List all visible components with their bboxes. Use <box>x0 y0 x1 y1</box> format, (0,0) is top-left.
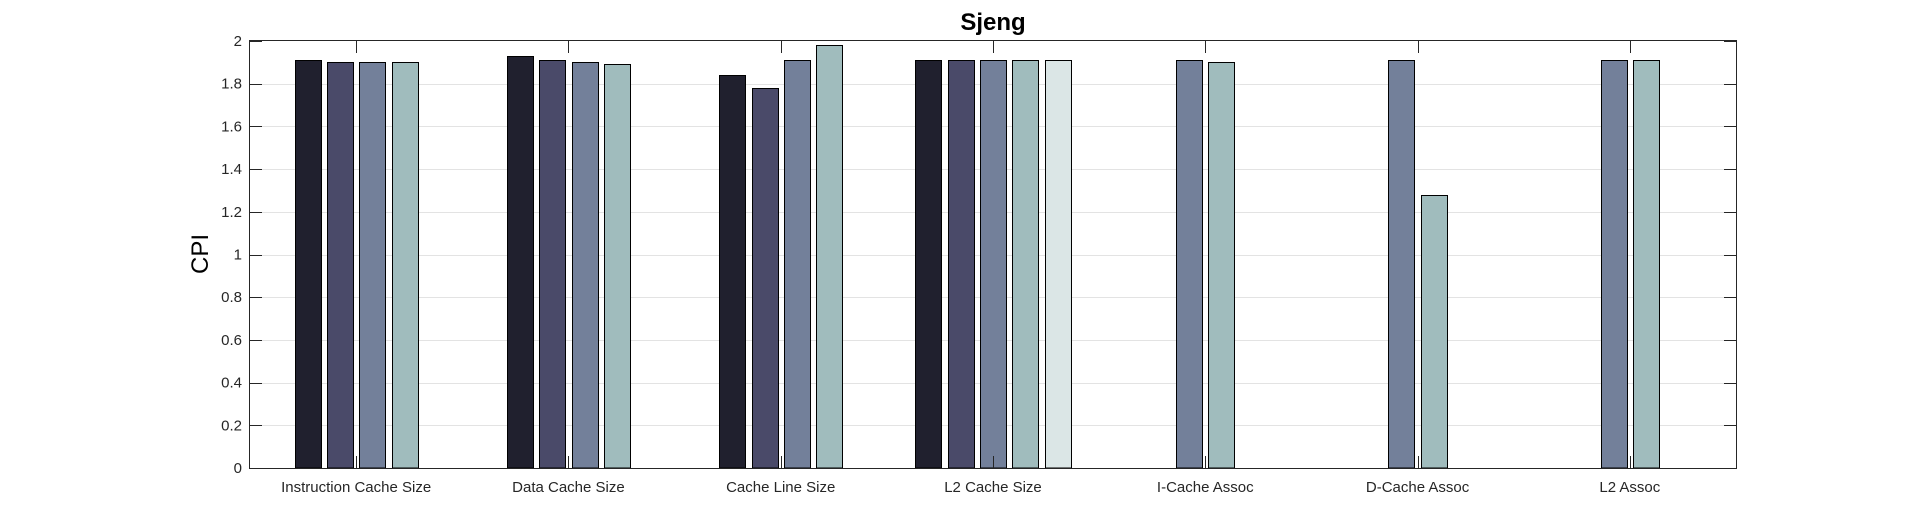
y-tick-label: 2 <box>234 33 242 50</box>
plot-area-frame <box>249 40 1737 469</box>
bar <box>752 88 779 469</box>
x-tick-label: I-Cache Assoc <box>1157 479 1254 496</box>
bar <box>915 60 942 469</box>
bar-layer <box>295 45 1660 469</box>
x-tick-label: D-Cache Assoc <box>1366 479 1470 496</box>
bar <box>1388 60 1415 469</box>
x-tick-label: Data Cache Size <box>512 479 625 496</box>
bar <box>719 75 746 469</box>
y-tick-label: 0.4 <box>221 375 242 392</box>
bar <box>1421 195 1448 469</box>
bar <box>1012 60 1039 469</box>
bar <box>948 60 975 469</box>
y-tick-label: 1 <box>234 247 242 264</box>
bar <box>1045 60 1072 469</box>
y-axis-label: CPI <box>187 234 214 274</box>
bar <box>980 60 1007 469</box>
x-tick-label: Instruction Cache Size <box>281 479 431 496</box>
y-tick-label: 1.2 <box>221 204 242 221</box>
bar <box>1176 60 1203 469</box>
bar <box>1633 60 1660 469</box>
bar <box>507 56 534 469</box>
chart-title: Sjeng <box>960 9 1025 36</box>
y-tick-label: 0.8 <box>221 289 242 306</box>
y-tick-label: 0 <box>234 460 242 477</box>
y-tick-label: 0.2 <box>221 417 242 434</box>
bar <box>1601 60 1628 469</box>
bar <box>392 62 419 469</box>
tick-layer: 0 0.2 0.4 0.6 0.8 1 1.2 1.4 1.6 1.8 2 Instruction C… <box>221 33 1736 496</box>
bar <box>327 62 354 469</box>
bar <box>1208 62 1235 469</box>
x-tick-label: L2 Assoc <box>1599 479 1660 496</box>
y-tick-label: 0.6 <box>221 332 242 349</box>
bar <box>539 60 566 469</box>
x-tick-label: L2 Cache Size <box>944 479 1042 496</box>
bar <box>816 45 843 469</box>
bar <box>784 60 811 469</box>
y-tick-label: 1.6 <box>221 118 242 135</box>
bar <box>572 62 599 469</box>
y-tick-label: 1.8 <box>221 76 242 93</box>
y-tick-label: 1.4 <box>221 161 242 178</box>
bar <box>295 60 322 469</box>
bar <box>359 62 386 469</box>
bar <box>604 64 631 469</box>
x-tick-label: Cache Line Size <box>726 479 835 496</box>
